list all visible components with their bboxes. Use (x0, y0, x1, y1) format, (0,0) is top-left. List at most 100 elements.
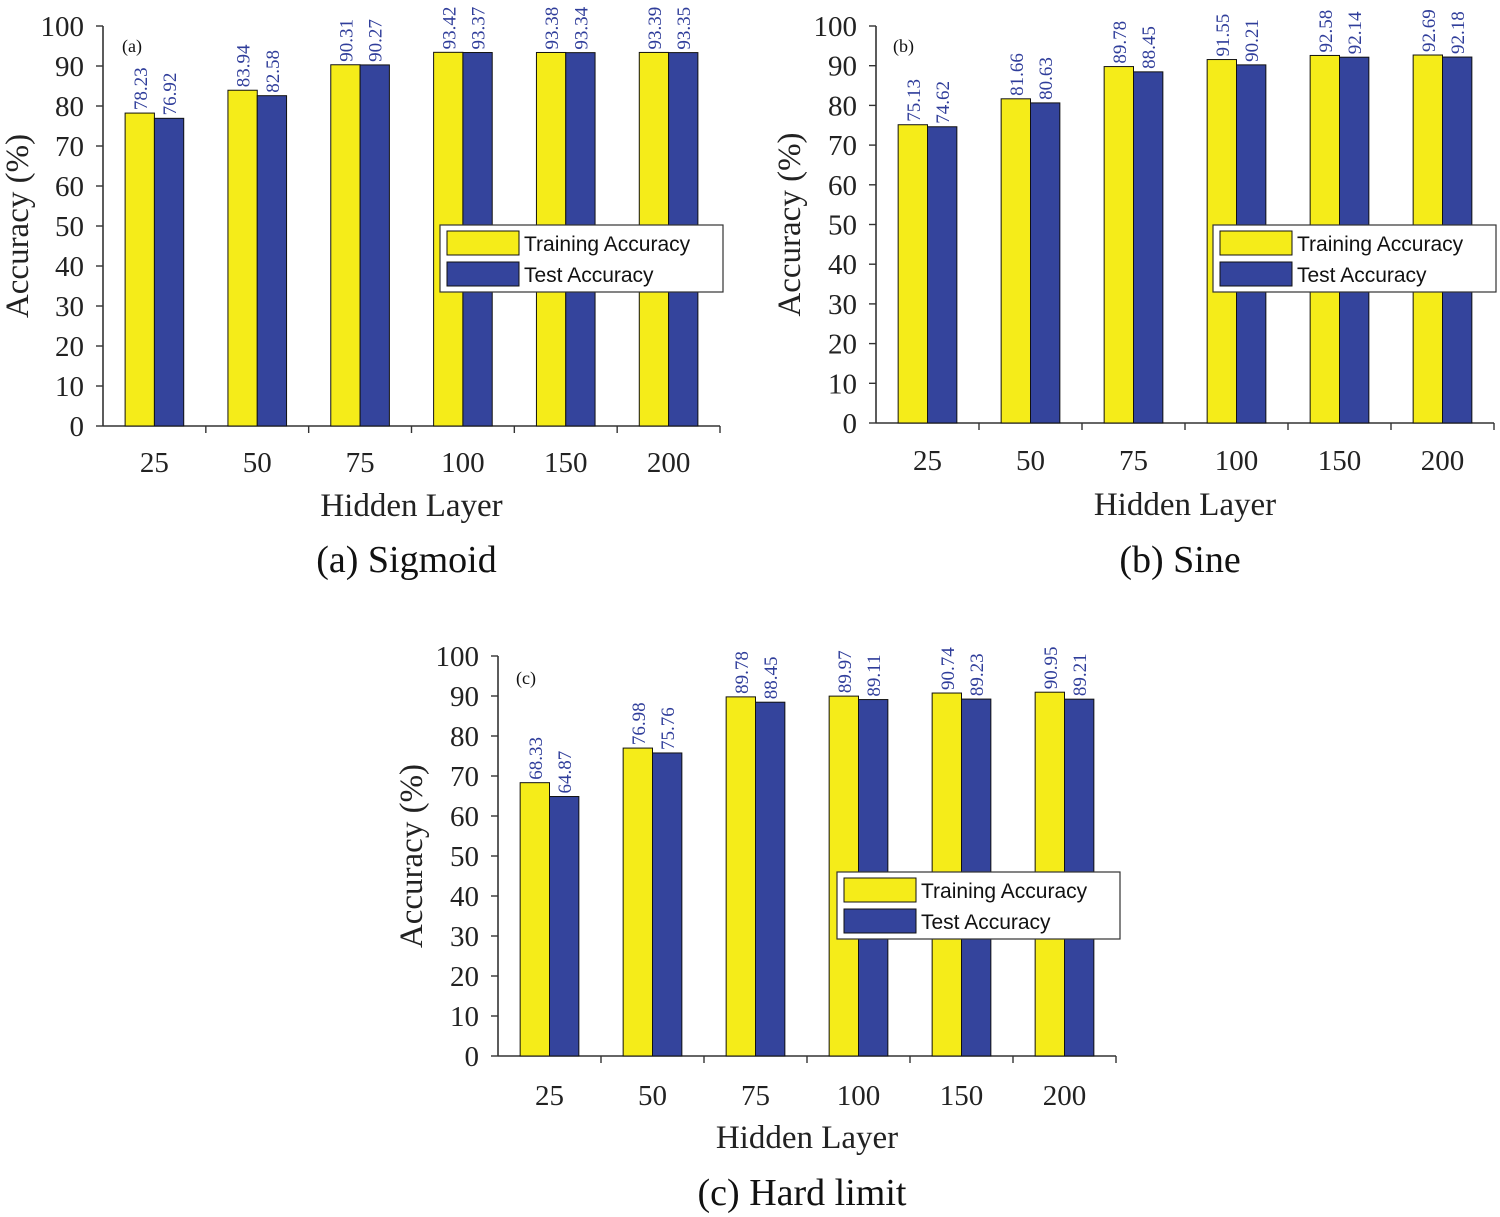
test-bar (927, 126, 958, 424)
training-value-label: 93.42 (439, 7, 460, 50)
x-tick-label: 25 (535, 1080, 564, 1112)
test-value-label: 76.92 (160, 73, 181, 116)
test-value-label: 89.23 (967, 653, 988, 696)
y-tick-label: 40 (828, 249, 857, 281)
y-tick-label: 70 (450, 761, 479, 793)
test-value-label: 89.21 (1070, 653, 1091, 696)
x-tick-label: 150 (544, 447, 588, 479)
training-value-label: 92.69 (1419, 9, 1440, 52)
test-value-label: 82.58 (263, 50, 284, 93)
panel-caption: (b) Sine (1119, 539, 1240, 581)
test-value-label: 93.37 (469, 7, 490, 50)
x-tick-label: 100 (1215, 445, 1259, 477)
x-tick-label: 75 (346, 447, 375, 479)
test-value-label: 93.34 (571, 6, 592, 49)
x-tick-label: 150 (1318, 445, 1362, 477)
training-value-label: 68.33 (526, 737, 547, 780)
y-tick-label: 0 (843, 408, 858, 440)
test-value-label: 74.62 (933, 81, 954, 124)
test-value-label: 89.11 (864, 655, 885, 697)
test-value-label: 80.63 (1036, 57, 1057, 100)
training-value-label: 93.39 (645, 7, 666, 50)
y-tick-label: 100 (436, 641, 480, 673)
training-value-label: 93.38 (542, 7, 563, 50)
y-tick-label: 60 (450, 801, 479, 833)
panel-caption: (c) Hard limit (698, 1172, 907, 1214)
y-tick-label: 90 (450, 681, 479, 713)
panel-tag: (b) (893, 36, 914, 57)
x-tick-label: 75 (1119, 445, 1148, 477)
training-value-label: 90.74 (938, 647, 959, 690)
y-axis-title: Accuracy (%) (772, 132, 808, 316)
y-tick-label: 10 (450, 1001, 479, 1033)
test-value-label: 88.45 (1139, 26, 1160, 69)
training-bar (1000, 98, 1032, 424)
y-tick-label: 30 (55, 291, 84, 323)
training-value-label: 91.55 (1213, 14, 1234, 57)
x-tick-label: 25 (140, 447, 169, 479)
training-value-label: 90.95 (1041, 646, 1062, 689)
x-axis-title: Hidden Layer (320, 488, 502, 524)
training-bar (897, 124, 929, 424)
legend-label-test: Test Accuracy (921, 911, 1051, 934)
test-bar (256, 95, 288, 427)
x-tick-label: 150 (940, 1080, 984, 1112)
y-tick-label: 20 (450, 961, 479, 993)
training-value-label: 89.97 (835, 650, 856, 693)
legend-label-test: Test Accuracy (1297, 264, 1427, 287)
training-bar (124, 112, 155, 427)
legend-swatch-training (446, 230, 520, 256)
y-tick-label: 50 (55, 211, 84, 243)
y-tick-label: 10 (55, 371, 84, 403)
y-tick-label: 100 (41, 11, 85, 43)
y-tick-label: 0 (465, 1041, 480, 1073)
y-tick-label: 20 (828, 329, 857, 361)
y-tick-label: 30 (450, 921, 479, 953)
training-bar (725, 696, 757, 1057)
y-tick-label: 30 (828, 289, 857, 321)
legend-swatch-training (1219, 230, 1293, 256)
y-tick-label: 40 (55, 251, 84, 283)
test-bar (652, 752, 683, 1057)
legend-swatch-test (1219, 261, 1293, 287)
y-tick-label: 0 (70, 411, 85, 443)
panel-caption: (a) Sigmoid (316, 539, 496, 581)
training-bar (622, 747, 654, 1057)
y-tick-label: 80 (450, 721, 479, 753)
legend-label-training: Training Accuracy (524, 233, 691, 256)
test-bar (153, 117, 185, 427)
x-tick-label: 200 (1421, 445, 1465, 477)
panel-tag: (c) (516, 668, 536, 689)
y-tick-label: 20 (55, 331, 84, 363)
y-tick-label: 50 (828, 210, 857, 242)
y-tick-label: 70 (55, 131, 84, 163)
legend-label-training: Training Accuracy (1297, 233, 1464, 256)
training-value-label: 76.98 (629, 702, 650, 745)
test-value-label: 92.14 (1345, 11, 1366, 54)
test-value-label: 93.35 (674, 7, 695, 50)
training-value-label: 90.31 (336, 19, 357, 62)
y-axis-title: Accuracy (%) (0, 134, 36, 318)
y-tick-label: 60 (828, 170, 857, 202)
x-tick-label: 50 (243, 447, 272, 479)
legend-label-training: Training Accuracy (921, 880, 1088, 903)
training-value-label: 89.78 (1110, 21, 1131, 64)
training-bar (330, 64, 361, 427)
legend-label-test: Test Accuracy (524, 264, 654, 287)
x-tick-label: 50 (638, 1080, 667, 1112)
legend: Training Accuracy Test Accuracy (439, 224, 724, 293)
x-tick-label: 200 (647, 447, 691, 479)
x-tick-label: 100 (441, 447, 485, 479)
y-tick-label: 60 (55, 171, 84, 203)
training-bar (1103, 66, 1135, 424)
y-tick-label: 70 (828, 130, 857, 162)
training-value-label: 89.78 (732, 651, 753, 694)
x-tick-label: 50 (1016, 445, 1045, 477)
chart-panel-b: 0 10 20 30 40 50 60 70 80 90 100 Accuracy (%) 25 75.1… (772, 9, 1497, 581)
x-tick-label: 25 (913, 445, 942, 477)
panel-tag: (a) (122, 36, 142, 57)
y-tick-label: 50 (450, 841, 479, 873)
training-value-label: 83.94 (234, 44, 255, 87)
y-tick-label: 90 (828, 51, 857, 83)
